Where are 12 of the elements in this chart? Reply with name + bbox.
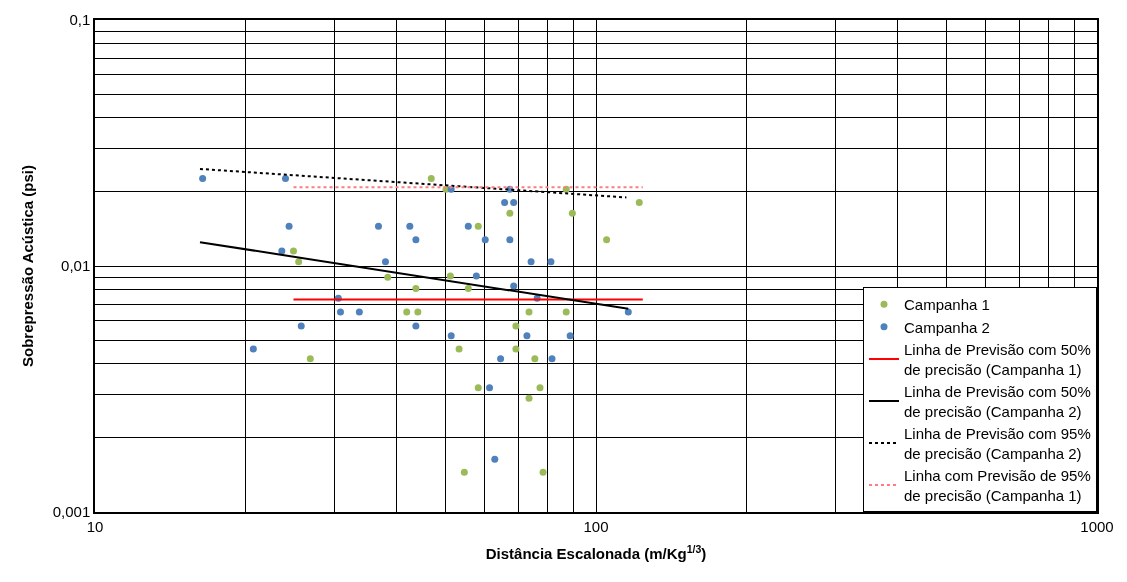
x-tick-label: 100 — [583, 517, 609, 535]
x-tick-label: 1000 — [1080, 517, 1114, 535]
legend-label: Campanha 2 — [904, 318, 990, 336]
legend-label: Linha com Previsão de 95% de precisão (Campanha 1) — [904, 467, 1091, 504]
legend-label: Linha de Previsão com 50% de precisão (Campanha 1) — [904, 341, 1091, 378]
legend-label: Linha de Previsão com 95% de precisão (Campanha 2) — [904, 425, 1091, 462]
y-tick-label: 0,1 — [69, 11, 91, 29]
x-axis-title: Distância Escalonada (m/Kg$^{1/3}$) — [485, 542, 707, 563]
y-axis-title: Sobrepressão Acústica (psi) — [19, 164, 37, 368]
legend-label: Linha de Previsão com 50% de precisão (Campanha 2) — [904, 383, 1091, 420]
legend-label: Campanha 1 — [904, 296, 990, 314]
y-tick-label: 0,01 — [61, 257, 91, 275]
